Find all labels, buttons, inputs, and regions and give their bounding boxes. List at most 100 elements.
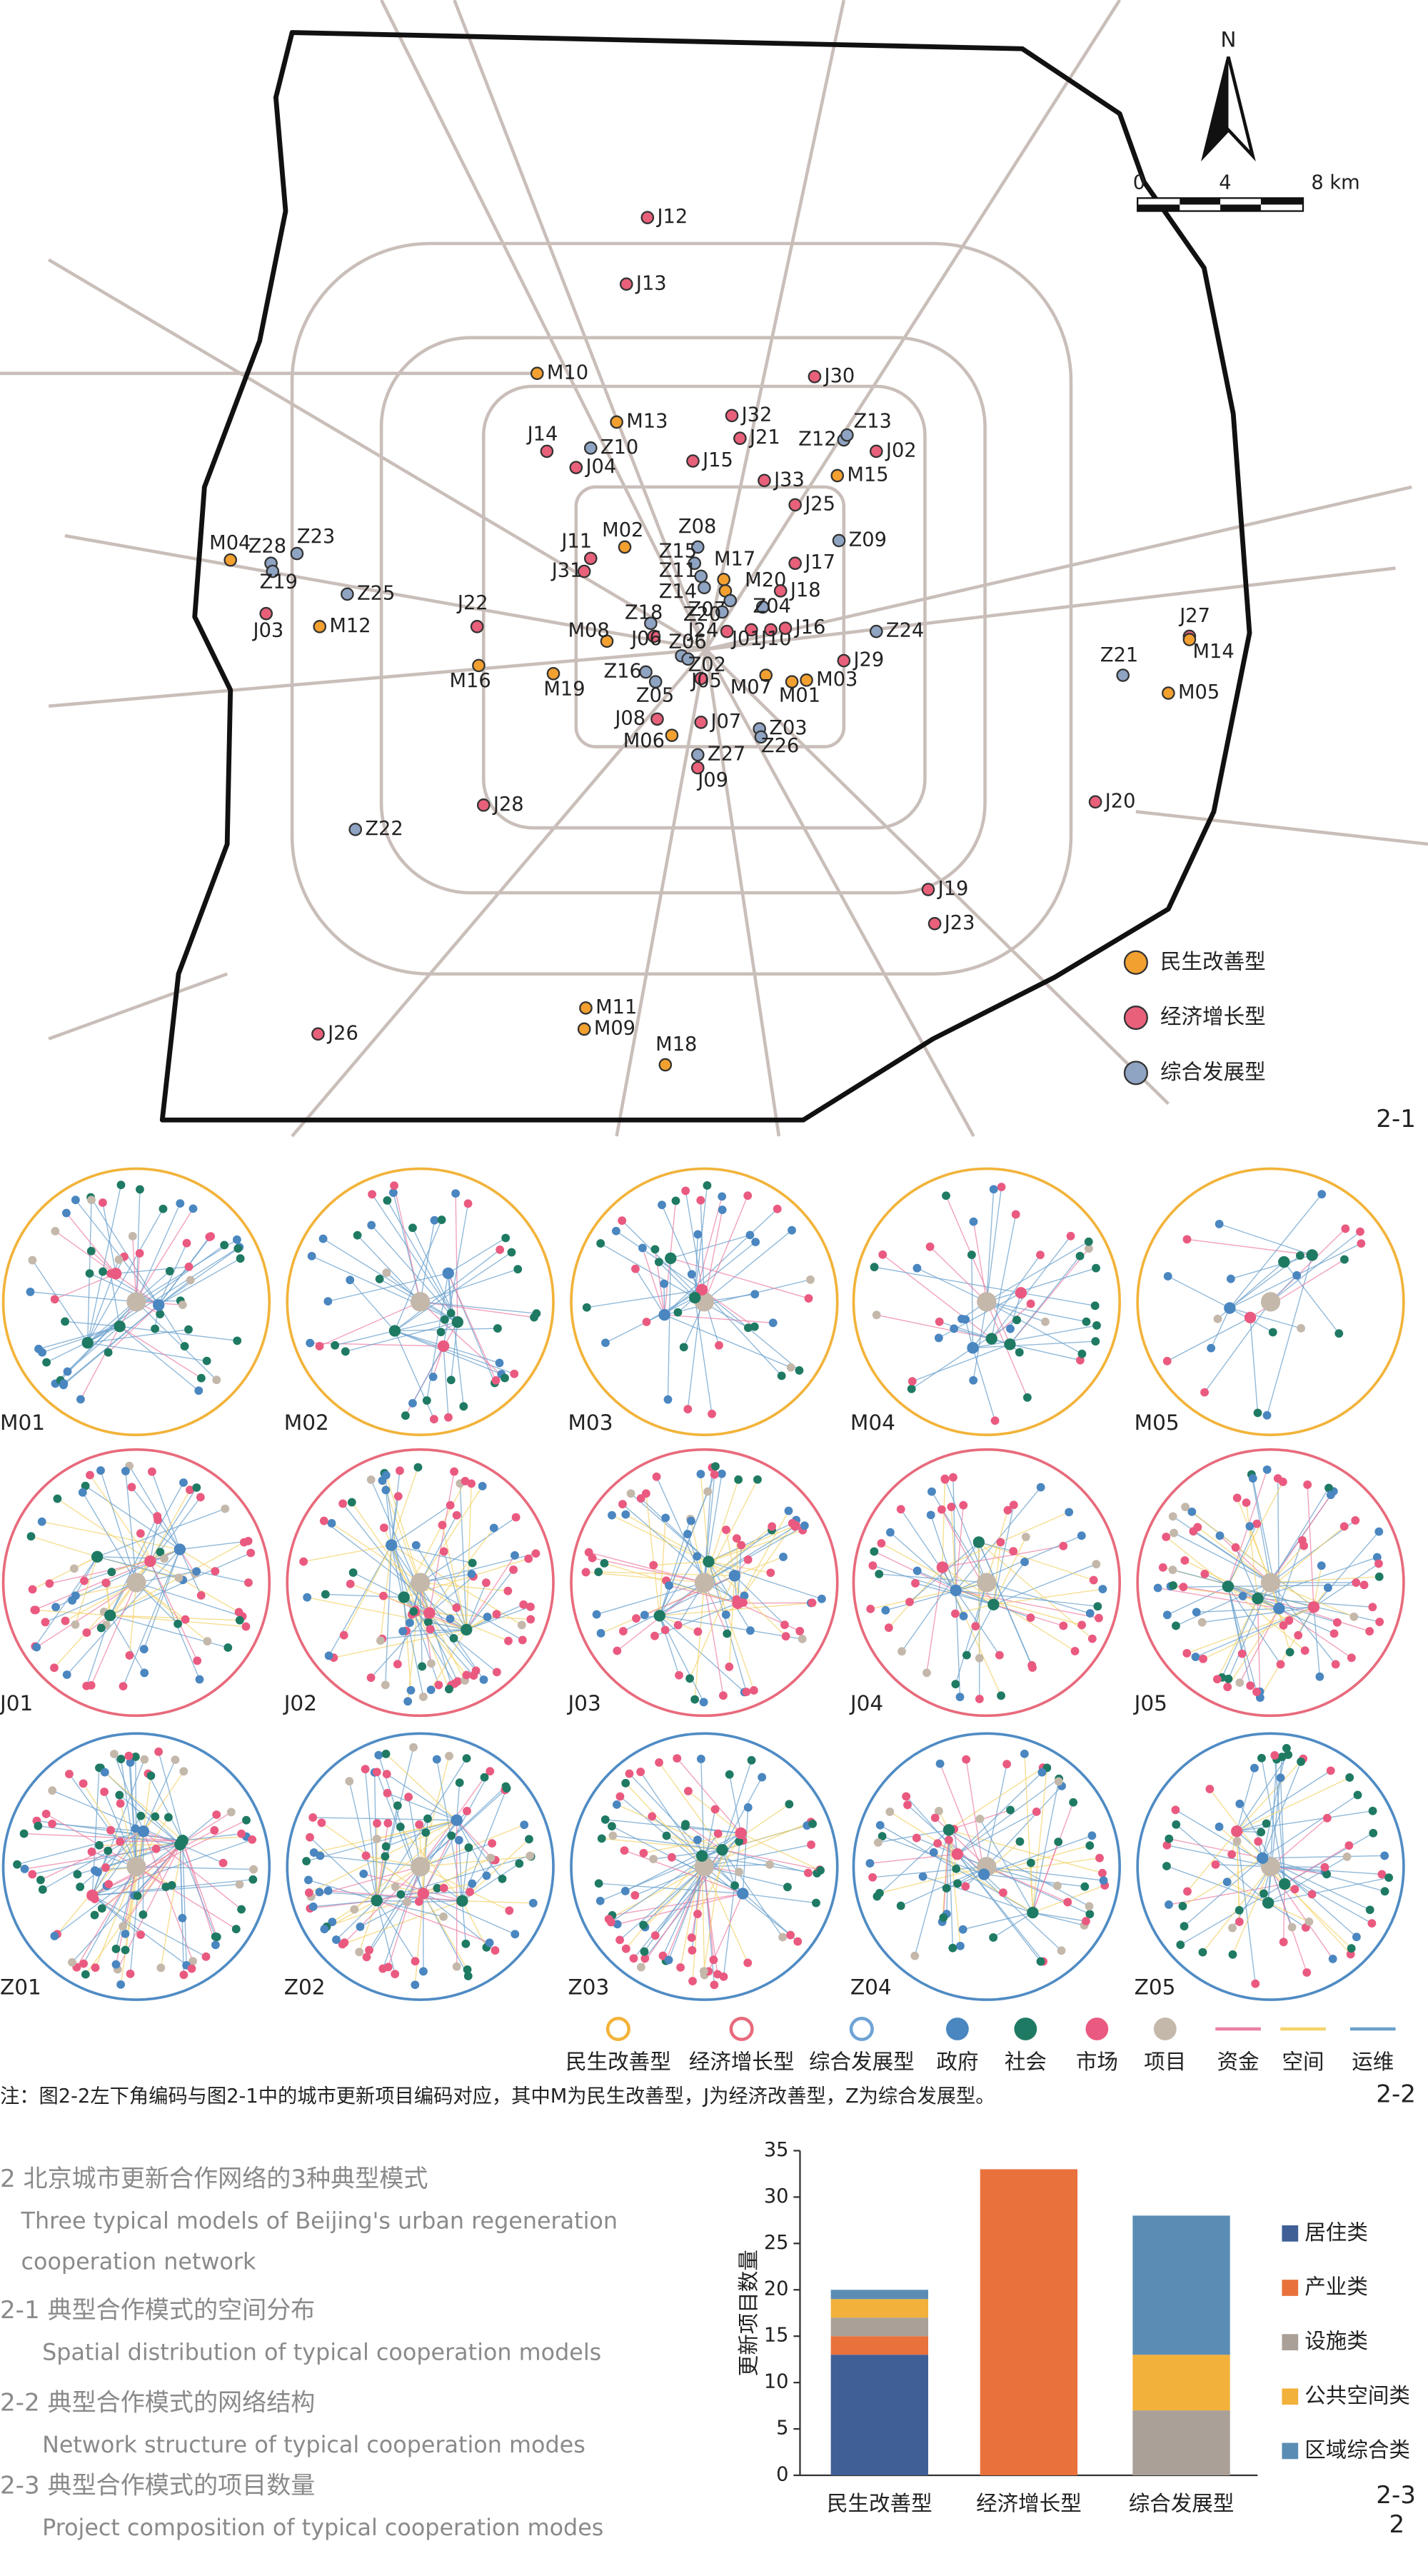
network-node xyxy=(710,1470,719,1479)
network-node xyxy=(783,1883,792,1892)
network-edge xyxy=(1270,1818,1328,1868)
network-node xyxy=(975,1695,984,1703)
legend-label: 运维 xyxy=(1352,2050,1394,2074)
network-node xyxy=(50,1663,59,1673)
network-node xyxy=(147,1467,156,1476)
network-node xyxy=(636,1768,645,1776)
project-label: M04 xyxy=(209,532,251,554)
project-label: J13 xyxy=(635,272,667,294)
network-node xyxy=(713,1970,722,1979)
network-node xyxy=(78,1488,87,1497)
legend-marker xyxy=(1123,1061,1148,1086)
panel-label: Z03 xyxy=(568,1975,609,2000)
network-node xyxy=(116,1181,126,1190)
network-node xyxy=(897,1647,906,1656)
project-point xyxy=(698,581,711,595)
network-hub xyxy=(967,1342,979,1354)
network-node xyxy=(413,1463,423,1472)
network-hub xyxy=(153,1299,165,1311)
network-edge xyxy=(955,1590,961,1698)
network-node xyxy=(91,1963,100,1973)
network-node xyxy=(26,1288,35,1296)
network-edge xyxy=(386,1773,457,1821)
network-node xyxy=(1168,1512,1177,1521)
network-edge xyxy=(466,1555,516,1630)
project-label: J09 xyxy=(696,769,728,791)
network-edge xyxy=(708,1525,797,1563)
network-node xyxy=(71,1620,80,1629)
network-edge xyxy=(889,1811,958,1855)
network-hub xyxy=(126,1292,146,1312)
network-edge xyxy=(420,1866,510,1911)
project-label: M14 xyxy=(1192,641,1234,663)
network-node xyxy=(180,1342,189,1351)
network-panel: M05 xyxy=(1135,1167,1405,1437)
network-node xyxy=(156,1310,165,1318)
network-node xyxy=(594,1568,603,1576)
network-edge xyxy=(52,1823,144,1832)
network-node xyxy=(437,1216,446,1224)
network-node xyxy=(732,1534,741,1543)
network-node xyxy=(777,1371,786,1380)
network-node xyxy=(1087,1831,1097,1840)
network-edge xyxy=(119,1325,202,1379)
project-label: Z14 xyxy=(659,581,697,603)
network-node xyxy=(1082,1917,1090,1925)
network-node xyxy=(1292,1271,1302,1280)
network-edge xyxy=(394,1219,443,1331)
network-node xyxy=(1057,1946,1066,1955)
network-edge xyxy=(738,1603,800,1632)
network-edge xyxy=(942,1511,1070,1568)
network-node xyxy=(912,1833,921,1843)
network-edge xyxy=(917,1268,987,1303)
project-label: J14 xyxy=(526,424,558,446)
project-point xyxy=(764,623,778,637)
network-edge xyxy=(624,1850,743,1895)
network-node xyxy=(768,1522,777,1531)
network-hub xyxy=(451,1814,463,1826)
network-edge xyxy=(1187,1830,1237,1892)
network-node xyxy=(683,1405,693,1414)
network-node xyxy=(446,1500,455,1510)
network-edge xyxy=(136,1582,186,1620)
panel-label: J05 xyxy=(1133,1691,1167,1715)
network-node xyxy=(866,1604,875,1613)
network-node xyxy=(1169,1581,1177,1590)
network-edge xyxy=(1236,1768,1255,1832)
network-edge xyxy=(914,1830,950,1956)
network-node xyxy=(391,1970,400,1979)
network-edge xyxy=(643,1833,741,1854)
network-edge xyxy=(659,1555,698,1616)
network-node xyxy=(1262,1410,1272,1420)
network-node xyxy=(1089,1575,1098,1585)
network-node xyxy=(366,1673,376,1683)
network-node xyxy=(873,1838,883,1847)
legend-swatch xyxy=(1282,2442,1299,2460)
network-node xyxy=(159,1204,168,1213)
network-node xyxy=(947,1503,956,1511)
network-node xyxy=(232,1235,241,1244)
network-node xyxy=(41,1810,51,1818)
project-label: Z22 xyxy=(365,818,403,840)
network-edge xyxy=(455,1193,458,1323)
network-edge xyxy=(466,1606,531,1630)
network-edge xyxy=(391,1545,485,1680)
project-point xyxy=(715,605,729,619)
network-node xyxy=(307,1251,316,1261)
network-node xyxy=(743,1191,753,1201)
network-node xyxy=(784,1506,793,1515)
network-node xyxy=(721,1610,730,1619)
network-edge xyxy=(1270,1582,1337,1665)
network-node xyxy=(427,1659,436,1668)
network-node xyxy=(101,1578,111,1588)
network-node xyxy=(1092,1560,1101,1569)
network-panel: Z04 xyxy=(850,1732,1122,2001)
network-node xyxy=(786,1930,795,1940)
project-label: Z28 xyxy=(248,536,286,558)
network-node xyxy=(146,1771,156,1780)
network-node xyxy=(133,1891,142,1900)
network-node xyxy=(167,1880,176,1890)
network-edge xyxy=(451,1322,458,1380)
network-edge xyxy=(36,1582,137,1648)
network-node xyxy=(681,1186,690,1196)
